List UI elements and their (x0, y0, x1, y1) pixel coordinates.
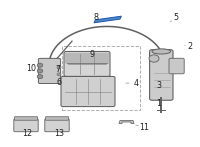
FancyBboxPatch shape (64, 51, 110, 76)
Polygon shape (119, 121, 134, 123)
Circle shape (57, 73, 61, 76)
Text: 8: 8 (94, 13, 98, 22)
Polygon shape (94, 16, 121, 23)
Circle shape (37, 69, 43, 73)
FancyBboxPatch shape (65, 53, 109, 64)
Text: 4: 4 (134, 79, 138, 88)
Circle shape (37, 75, 43, 79)
FancyBboxPatch shape (169, 58, 184, 74)
Text: 2: 2 (188, 42, 193, 51)
Text: 11: 11 (139, 123, 149, 132)
Text: 12: 12 (22, 128, 32, 138)
Circle shape (57, 66, 61, 69)
Circle shape (149, 55, 159, 62)
FancyBboxPatch shape (14, 117, 38, 120)
Text: 1: 1 (156, 99, 161, 108)
Text: 5: 5 (173, 13, 179, 22)
FancyBboxPatch shape (45, 117, 69, 120)
FancyBboxPatch shape (45, 119, 69, 132)
Text: 13: 13 (54, 128, 64, 138)
Circle shape (37, 63, 43, 67)
FancyBboxPatch shape (14, 119, 38, 132)
Text: 10: 10 (26, 64, 36, 73)
Text: 6: 6 (57, 78, 62, 87)
FancyBboxPatch shape (61, 76, 115, 107)
Text: 9: 9 (89, 50, 95, 59)
FancyBboxPatch shape (38, 58, 61, 83)
FancyBboxPatch shape (150, 50, 173, 100)
Text: 3: 3 (156, 81, 162, 91)
Text: 7: 7 (55, 65, 61, 74)
Ellipse shape (152, 49, 171, 54)
